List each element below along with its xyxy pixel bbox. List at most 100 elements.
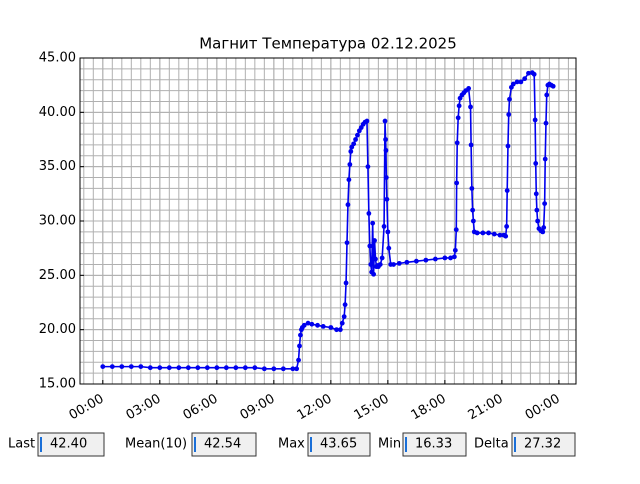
data-point — [328, 325, 334, 330]
field-value: 27.32 — [524, 437, 561, 452]
data-point — [305, 320, 311, 326]
data-point — [535, 218, 541, 224]
data-point — [470, 218, 476, 224]
data-point — [514, 79, 520, 85]
data-point — [355, 132, 360, 138]
data-point — [544, 92, 550, 98]
field-value: 16.33 — [415, 437, 452, 452]
data-point — [339, 320, 345, 326]
data-point — [233, 365, 239, 371]
data-point — [366, 210, 372, 216]
data-point — [343, 280, 349, 286]
field-box — [511, 432, 576, 457]
data-point — [543, 120, 549, 126]
data-point — [505, 143, 511, 149]
data-point — [383, 137, 388, 142]
data-point — [337, 327, 343, 333]
data-point — [510, 81, 516, 87]
chart-title: Магнит Температура 02.12.2025 — [199, 35, 457, 53]
data-point — [413, 258, 419, 264]
data-point — [385, 229, 391, 235]
data-point — [542, 201, 548, 207]
data-point — [503, 233, 509, 239]
data-point — [147, 365, 153, 371]
data-point — [371, 271, 377, 277]
data-point — [342, 302, 348, 308]
data-point — [383, 175, 389, 180]
data-point — [294, 366, 300, 372]
data-point — [370, 220, 376, 226]
data-point — [204, 365, 210, 371]
data-point — [368, 262, 374, 267]
data-point — [534, 207, 540, 213]
data-point — [309, 321, 315, 327]
data-point — [301, 322, 307, 328]
data-point — [455, 115, 461, 121]
data-point — [531, 71, 537, 77]
data-point — [506, 112, 512, 117]
y-tick-label: 45.00 — [39, 51, 76, 66]
data-point — [383, 147, 389, 153]
data-point — [469, 186, 475, 191]
data-point — [176, 365, 182, 371]
data-point — [261, 366, 267, 372]
data-point — [372, 238, 377, 243]
field-label: Max — [278, 437, 305, 452]
data-point — [252, 365, 258, 371]
data-point — [347, 162, 353, 167]
data-point — [522, 76, 528, 82]
data-point — [271, 366, 277, 372]
data-point — [491, 231, 497, 237]
y-tick-label: 30.00 — [39, 214, 76, 229]
data-point — [486, 230, 491, 236]
data-point — [242, 365, 248, 371]
field-label: Last — [8, 437, 35, 452]
y-tick-label: 35.00 — [39, 159, 76, 174]
data-point — [315, 322, 320, 328]
data-point — [344, 240, 350, 246]
data-point — [195, 365, 201, 371]
data-point — [404, 259, 410, 265]
data-point — [119, 364, 125, 370]
data-point — [382, 118, 388, 124]
data-point — [540, 229, 546, 235]
data-point — [214, 365, 220, 371]
field-box — [37, 432, 105, 457]
data-point — [341, 314, 347, 320]
data-point — [532, 117, 538, 123]
plot-frame — [79, 57, 577, 385]
data-point — [454, 180, 460, 186]
data-point — [456, 103, 462, 109]
data-point — [353, 137, 358, 142]
data-point — [365, 164, 371, 170]
data-point — [518, 79, 524, 85]
data-point — [453, 227, 459, 233]
data-point — [346, 177, 352, 183]
data-point — [138, 364, 144, 370]
data-point — [396, 260, 402, 266]
data-point — [345, 202, 351, 208]
data-point — [320, 324, 326, 329]
data-point — [474, 230, 480, 236]
data-point — [100, 364, 106, 370]
data-point — [542, 156, 548, 162]
data-point — [391, 262, 396, 267]
data-point — [379, 255, 385, 261]
data-point — [448, 255, 453, 261]
field-value: 42.54 — [204, 437, 241, 452]
data-point — [296, 357, 301, 363]
data-point — [470, 207, 476, 213]
data-point — [480, 230, 486, 236]
data-point — [109, 364, 115, 370]
data-point — [526, 70, 531, 76]
data-point — [504, 224, 510, 229]
field-label: Mean(10) — [125, 437, 187, 452]
data-point — [533, 191, 539, 197]
field-label: Delta — [474, 437, 509, 452]
y-tick-label: 15.00 — [39, 377, 76, 392]
data-point — [128, 364, 134, 370]
data-point — [454, 140, 460, 146]
field-value: 42.40 — [50, 437, 87, 452]
data-point — [348, 149, 354, 154]
